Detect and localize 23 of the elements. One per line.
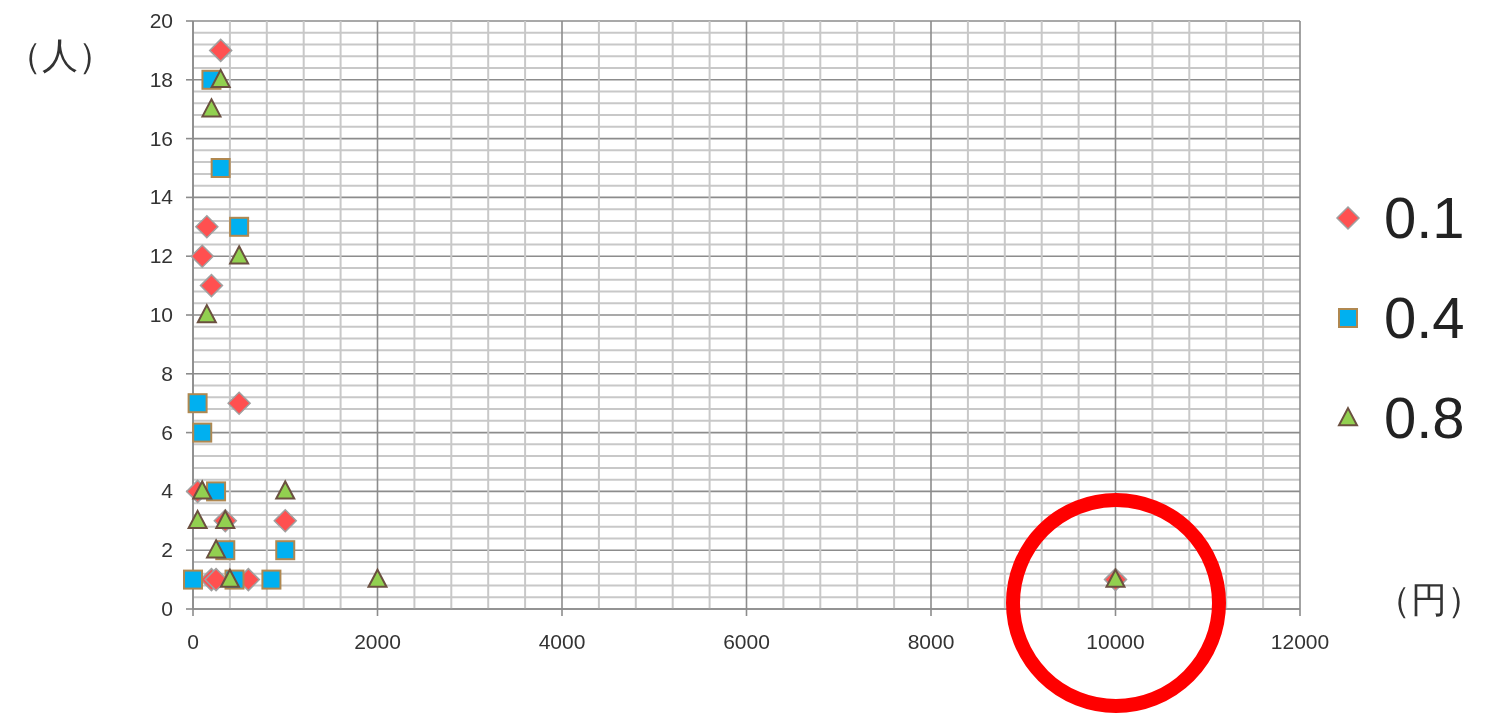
x-tick-label: 6000	[723, 630, 770, 653]
y-tick-label: 10	[149, 303, 173, 326]
x-tick-label: 12000	[1270, 630, 1330, 653]
x-tick-label: 10000	[1086, 630, 1145, 653]
y-tick-label: 14	[149, 185, 174, 209]
legend-label: 0.4	[1384, 285, 1465, 350]
x-tick-label: 4000	[538, 630, 586, 653]
legend-label: 0.1	[1384, 185, 1465, 250]
x-tick-label: 8000	[907, 630, 955, 653]
y-tick-label: 20	[149, 9, 173, 32]
y-tick-label: 0	[161, 597, 173, 620]
x-tick-label: 0	[187, 630, 199, 653]
x-axis-title: （円）	[1375, 579, 1483, 620]
y-tick-label: 6	[161, 420, 173, 444]
y-tick-label: 12	[149, 244, 173, 268]
y-tick-label: 18	[149, 67, 173, 91]
y-tick-label: 4	[161, 479, 174, 503]
y-axis-title: （人）	[6, 35, 114, 76]
x-tick-label: 2000	[354, 630, 401, 653]
y-tick-label: 2	[161, 538, 173, 562]
y-tick-label: 16	[149, 126, 173, 150]
y-tick-label: 8	[161, 361, 173, 385]
legend-label: 0.8	[1384, 385, 1465, 450]
